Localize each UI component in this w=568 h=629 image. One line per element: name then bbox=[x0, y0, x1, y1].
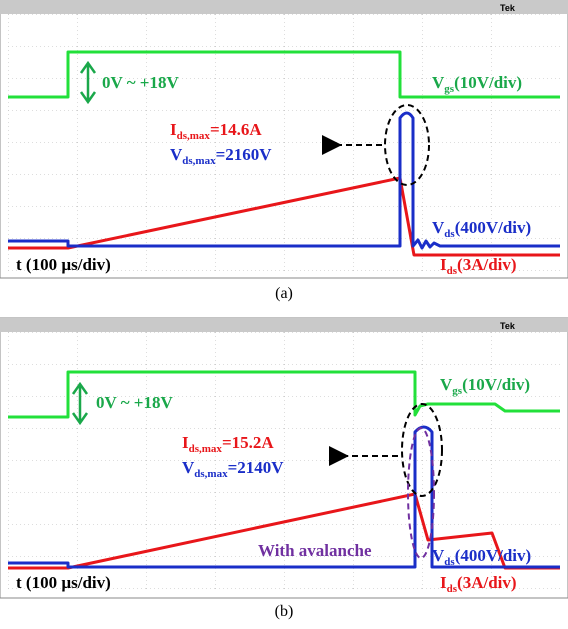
page: Tek 0V ~ +18V Vgs(10V/div) Ids,max=14.6A… bbox=[0, 0, 568, 629]
panel-a: Tek 0V ~ +18V Vgs(10V/div) Ids,max=14.6A… bbox=[0, 0, 568, 302]
caption: (b) bbox=[275, 603, 294, 620]
caption: (a) bbox=[275, 285, 293, 302]
toolbar bbox=[0, 0, 568, 14]
avalanche-note: With avalanche bbox=[258, 541, 372, 560]
toolbar bbox=[0, 318, 568, 332]
time-scale: t (100 µs/div) bbox=[16, 573, 111, 592]
gate-range: 0V ~ +18V bbox=[102, 73, 179, 92]
panel-b: Tek 0V ~ +18V Vgs(10V/div) Ids,max=15.2A… bbox=[0, 318, 568, 620]
gate-range: 0V ~ +18V bbox=[96, 393, 173, 412]
brand: Tek bbox=[500, 3, 516, 13]
figure: Tek 0V ~ +18V Vgs(10V/div) Ids,max=14.6A… bbox=[0, 0, 568, 629]
time-scale: t (100 µs/div) bbox=[16, 255, 111, 274]
brand: Tek bbox=[500, 321, 516, 331]
